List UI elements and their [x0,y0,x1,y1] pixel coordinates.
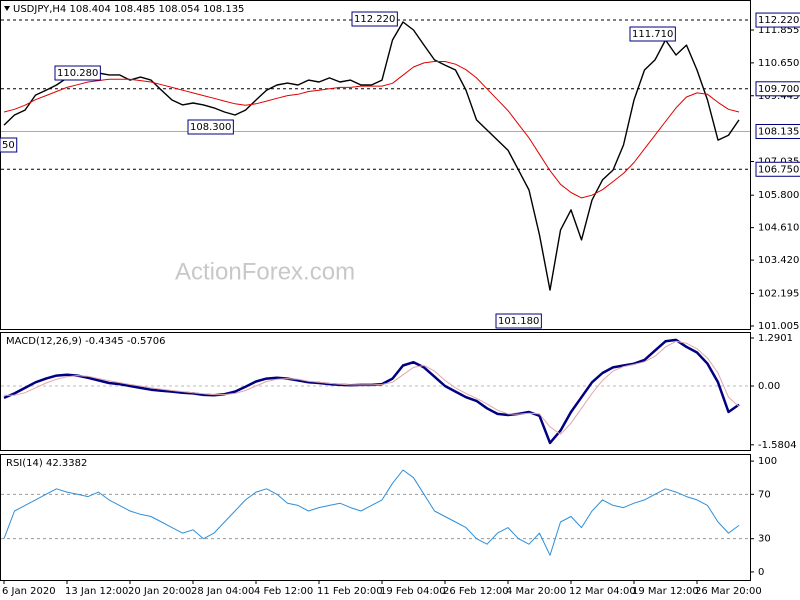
series-line [3,61,740,199]
y-tick-label: 101.005 [758,321,799,332]
rsi-pane [0,454,751,581]
y-tick-label: 0 [758,567,764,578]
x-tick-label: 12 Mar 04:00 [569,586,636,597]
level-label-box [755,12,800,28]
price-annotation-box [187,119,234,135]
x-tick-label: 19 Feb 04:00 [380,586,446,597]
y-tick-label: 100 [758,456,777,467]
price-annotation-box [0,137,18,153]
x-tick-label: 4 Feb 12:00 [254,586,313,597]
level-label: 109.700 [758,84,799,95]
series-line [3,338,740,445]
series-line [3,469,740,556]
x-tick-label: 13 Jan 12:00 [65,586,128,597]
y-tick-label: -1.5804 [758,440,797,451]
macd-pane [0,332,751,451]
rsi-title: RSI(14) 42.3382 [6,458,87,469]
chart-title: USDJPY,H4 108.404 108.485 108.054 108.13… [13,4,244,15]
price-annotation: 101.180 [498,316,539,327]
y-tick-label: 102.195 [758,289,799,300]
price-annotation: 108.300 [190,122,231,133]
x-tick-label: 28 Jan 04:00 [191,586,254,597]
x-tick-label: 4 Mar 20:00 [506,586,566,597]
price-annotation-box [495,313,542,329]
y-tick-label: 103.420 [758,255,799,266]
x-tick-label: 26 Feb 12:00 [443,586,509,597]
x-tick-label: 26 Mar 20:00 [695,586,762,597]
macd-title: MACD(12,26,9) -0.4345 -0.5706 [6,336,166,347]
price-annotation-box [351,11,398,27]
level-label: 106.750 [758,164,799,175]
level-label: 112.220 [758,15,799,26]
series-line [4,340,740,435]
watermark: ActionForex.com [175,258,355,285]
y-tick-label: 105.800 [758,190,799,201]
price-annotation: 111.710 [632,29,673,40]
y-tick-label: 104.610 [758,223,799,234]
y-tick-label: 1.2901 [758,333,793,344]
level-label-box [755,161,800,177]
price-annotation: 50 [2,140,15,151]
y-tick-label: 0.00 [758,381,780,392]
price-annotation-box [629,26,676,42]
series-line [3,21,740,291]
y-tick-label: 110.650 [758,58,799,69]
title-marker [4,6,10,11]
last-price-label: 108.135 [758,126,799,137]
level-label-box [755,81,800,97]
y-tick-label: 111.855 [758,25,799,36]
x-tick-label: 20 Jan 20:00 [128,586,191,597]
price-annotation-box [54,65,101,81]
y-tick-label: 30 [758,534,771,545]
price-annotation: 112.220 [354,14,395,25]
price-pane [0,0,751,330]
price-annotation: 110.280 [57,68,98,79]
x-tick-label: 6 Jan 2020 [2,586,56,597]
y-tick-label: 70 [758,489,771,500]
x-tick-label: 19 Mar 12:00 [632,586,699,597]
x-tick-label: 11 Feb 20:00 [317,586,383,597]
last-price-label-box [755,123,800,139]
